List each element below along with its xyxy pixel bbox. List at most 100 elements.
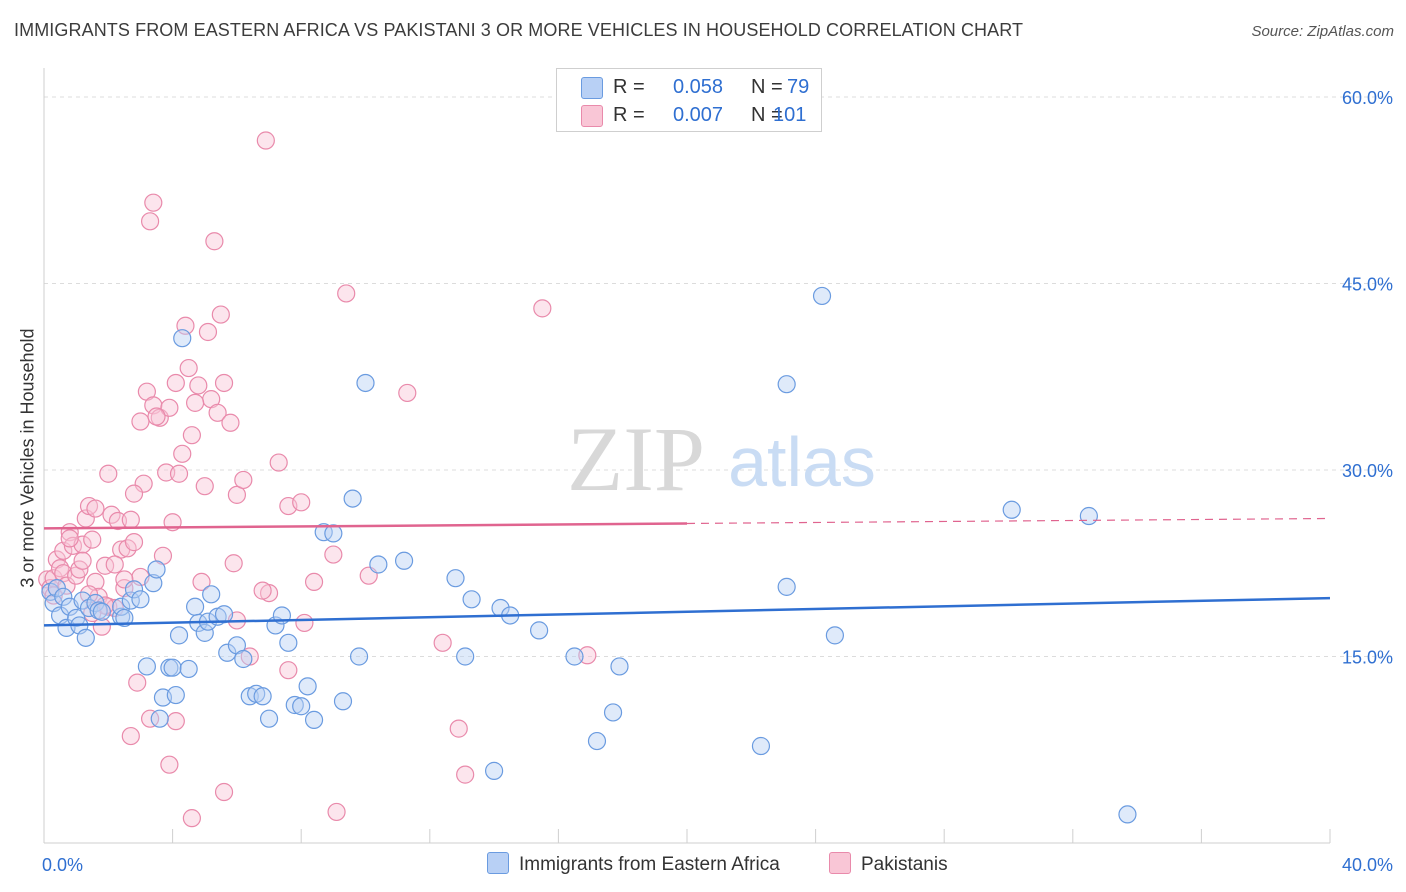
pakistanis-point bbox=[124, 484, 144, 503]
eastern-africa-point bbox=[349, 647, 369, 666]
eastern-africa-point bbox=[218, 643, 237, 662]
eastern-africa-point bbox=[112, 597, 131, 616]
legend-swatch-blue bbox=[581, 77, 603, 99]
legend-n-label: N = bbox=[751, 104, 783, 126]
eastern-africa-point bbox=[298, 677, 317, 696]
y-tick-label: 15.0% bbox=[1342, 648, 1393, 668]
pakistanis-point bbox=[99, 464, 118, 483]
correlation-legend: R = 0.058 N = 79 R = 0.007 N = 101 bbox=[556, 68, 822, 132]
y-axis-label: 3 or more Vehicles in Household bbox=[17, 328, 38, 588]
eastern-africa-point bbox=[456, 647, 475, 666]
y-tick-label: 30.0% bbox=[1342, 461, 1393, 481]
eastern-africa-point bbox=[825, 626, 844, 645]
eastern-africa-point bbox=[565, 647, 584, 666]
legend-n-value: 101 bbox=[773, 104, 807, 126]
eastern-africa-point bbox=[166, 685, 185, 705]
eastern-africa-points bbox=[41, 286, 1137, 824]
x-tick-label: 0.0% bbox=[42, 855, 83, 875]
pakistanis-point bbox=[83, 530, 102, 549]
pakistanis-point bbox=[140, 709, 160, 728]
pakistanis-point bbox=[253, 581, 272, 600]
eastern-africa-point bbox=[163, 658, 182, 677]
eastern-africa-point bbox=[356, 373, 375, 393]
pakistanis-trend-line-extension bbox=[686, 517, 1331, 525]
axis-ticks: 15.0% 30.0% 45.0% 60.0% 0.0% 40.0% bbox=[42, 88, 1393, 875]
watermark-zip: ZIP bbox=[567, 408, 705, 510]
x-tick-label: 40.0% bbox=[1342, 855, 1393, 875]
eastern-africa-point bbox=[259, 709, 279, 728]
pakistanis-point bbox=[134, 474, 153, 493]
legend-r-value: 0.058 bbox=[673, 76, 724, 98]
pakistanis-point bbox=[147, 407, 166, 426]
pakistanis-point bbox=[192, 572, 211, 592]
pakistanis-point bbox=[578, 646, 597, 665]
pakistanis-trend-line bbox=[43, 522, 688, 530]
pakistanis-point bbox=[189, 376, 208, 395]
legend-swatch-pink bbox=[581, 105, 603, 127]
pakistanis-point bbox=[121, 726, 140, 746]
pakistanis-point bbox=[433, 633, 452, 652]
pakistanis-point bbox=[295, 613, 314, 633]
bottom-legend-eastern-africa: Immigrants from Eastern Africa bbox=[487, 852, 780, 876]
trend-lines bbox=[43, 517, 1331, 627]
eastern-africa-point bbox=[777, 375, 796, 394]
pakistanis-point bbox=[182, 426, 201, 445]
pakistanis-point bbox=[292, 493, 311, 512]
eastern-africa-point bbox=[150, 709, 169, 728]
pakistanis-point bbox=[157, 463, 176, 482]
pakistanis-point bbox=[95, 556, 115, 575]
eastern-africa-point bbox=[253, 687, 272, 706]
pakistanis-point bbox=[279, 661, 298, 680]
eastern-africa-point bbox=[610, 657, 629, 676]
pakistanis-point bbox=[234, 470, 253, 490]
eastern-africa-point bbox=[285, 695, 304, 715]
eastern-africa-point bbox=[202, 585, 221, 604]
watermark-atlas: atlas bbox=[728, 423, 876, 501]
eastern-africa-point bbox=[1002, 500, 1021, 519]
pakistanis-point bbox=[140, 212, 160, 231]
pakistanis-point bbox=[169, 464, 189, 483]
eastern-africa-point bbox=[530, 621, 549, 640]
eastern-africa-point bbox=[1118, 805, 1137, 824]
pakistanis-point bbox=[160, 398, 179, 417]
eastern-africa-point bbox=[195, 623, 214, 642]
watermark: ZIP atlas bbox=[567, 408, 876, 510]
y-tick-label: 45.0% bbox=[1342, 275, 1393, 295]
bottom-legend-pakistanis: Pakistanis bbox=[829, 852, 948, 876]
eastern-africa-point bbox=[115, 608, 134, 628]
chart-title: IMMIGRANTS FROM EASTERN AFRICA VS PAKIST… bbox=[14, 20, 1024, 40]
pakistanis-point bbox=[214, 782, 234, 802]
pakistanis-point bbox=[108, 511, 128, 531]
pakistanis-point bbox=[269, 453, 288, 472]
eastern-africa-point bbox=[76, 628, 95, 647]
pakistanis-point bbox=[105, 555, 124, 574]
eastern-africa-point bbox=[292, 697, 311, 716]
legend-r-label: R = bbox=[613, 76, 645, 98]
eastern-africa-point bbox=[144, 574, 163, 593]
eastern-africa-point bbox=[394, 551, 414, 570]
pakistanis-point bbox=[115, 570, 134, 589]
eastern-africa-point bbox=[131, 590, 150, 609]
gridlines bbox=[44, 96, 1392, 657]
eastern-africa-point bbox=[179, 659, 198, 679]
pakistanis-point bbox=[173, 444, 192, 463]
eastern-africa-point bbox=[169, 626, 189, 645]
pakistanis-point bbox=[166, 712, 185, 731]
eastern-africa-point bbox=[234, 649, 253, 669]
pakistanis-point bbox=[337, 284, 356, 303]
pakistanis-point bbox=[211, 305, 230, 324]
pakistanis-point bbox=[324, 545, 343, 564]
eastern-africa-point bbox=[121, 591, 140, 610]
pakistanis-point bbox=[533, 299, 552, 318]
eastern-africa-point bbox=[137, 657, 156, 676]
bottom-legend-swatch-pink bbox=[829, 852, 851, 874]
eastern-africa-point bbox=[587, 731, 607, 751]
pakistanis-point bbox=[144, 193, 163, 212]
pakistanis-point bbox=[449, 719, 468, 738]
pakistanis-point bbox=[60, 529, 79, 548]
eastern-africa-point bbox=[603, 703, 623, 722]
pakistanis-point bbox=[128, 673, 147, 692]
axes bbox=[43, 68, 1331, 844]
eastern-africa-point bbox=[186, 597, 205, 616]
